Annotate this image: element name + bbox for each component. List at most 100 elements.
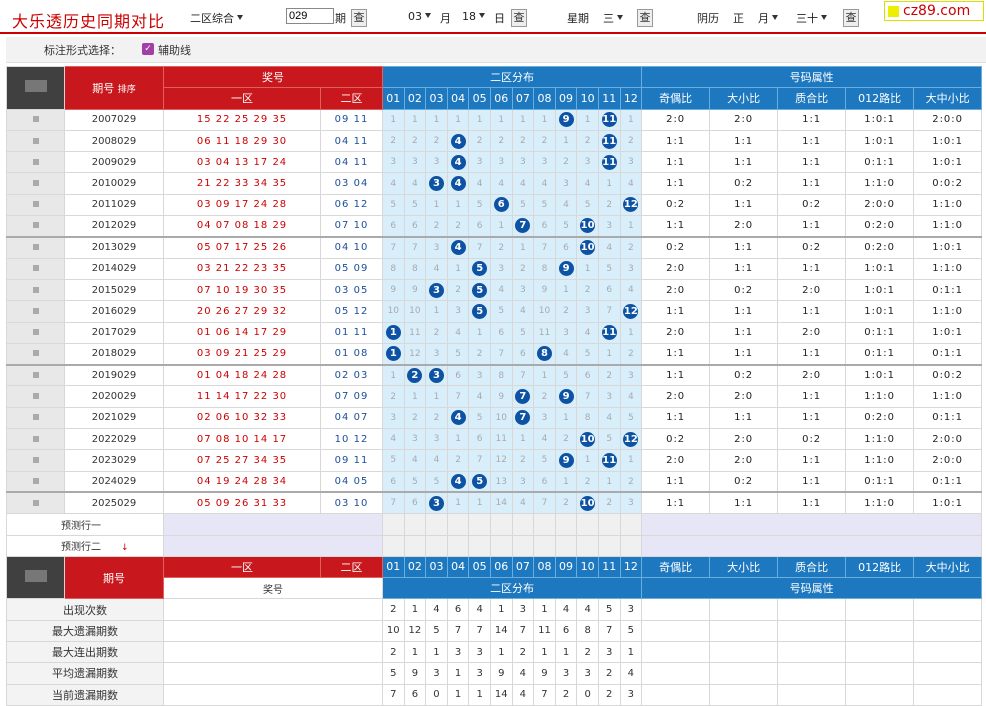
attr-header: 号码属性 [641,65,983,89]
zone-select[interactable]: 二区综合 [190,10,243,26]
issue-cell: 2024029 [64,470,164,493]
predict-dist-cell[interactable] [533,513,556,536]
attr-cell: 1:1 [641,342,711,366]
predict-dist-cell[interactable] [489,513,513,536]
predict-dist-cell[interactable] [597,534,621,557]
predict-dist-cell[interactable] [382,513,405,536]
arrow-down-icon[interactable]: ↓ [121,543,129,554]
predict-dist-cell[interactable] [511,513,535,536]
predict-dist-cell[interactable] [511,534,535,557]
issue-header[interactable]: 期号 排序 [64,66,164,110]
issue-cell: 2008029 [64,129,164,153]
dist-cell: 5 [468,470,491,493]
predict-dist-cell[interactable] [468,513,491,536]
dist-cell: 10 [576,491,599,515]
issue-input[interactable] [286,8,334,24]
dist-cell: 6 [468,215,491,238]
predict-dist-cell[interactable] [446,534,470,557]
query-button-week[interactable]: 查 [637,9,653,27]
dist-cell: 3 [554,321,578,344]
stat-label: 最大连出期数 [6,641,164,664]
dist-cell: 4 [468,385,491,408]
row-avatar [6,300,65,323]
dist-cell: 11 [597,151,621,174]
predict-row[interactable]: 预测行二 ↓ [6,534,983,557]
sort-toggle[interactable]: 排序 [117,84,136,95]
query-button-issue[interactable]: 查 [351,9,367,27]
stat-value: 3 [597,641,621,664]
footer-num-col-header: 04 [446,555,470,579]
stat-attr-empty [913,598,983,621]
hit-ball: 9 [558,112,574,128]
avatar-icon [32,222,39,229]
table-row: 2024029 04 19 24 28 34 04 05 6 5 5 4 5 13 3 6 1 2 1 2 1… [6,470,983,493]
hit-ball: 7 [515,410,531,426]
predict-dist-cell[interactable] [554,534,578,557]
predict-prize-cell[interactable] [163,513,383,536]
predict-row[interactable]: 预测行一 [6,513,983,536]
hit-ball: 6 [493,197,509,213]
predict-dist-cell[interactable] [446,513,470,536]
dist-cell: 1 [576,108,599,131]
row-avatar [6,363,65,387]
query-button-date[interactable]: 查 [511,9,527,27]
predict-dist-cell[interactable] [403,534,427,557]
dist-cell: 3 [619,491,643,515]
dist-cell: 10 [382,300,405,323]
stat-empty [163,683,383,706]
aux-line-checkbox[interactable]: ✓ [142,43,154,55]
predict-prize-cell[interactable] [163,534,383,557]
predict-dist-cell[interactable] [576,513,599,536]
attr-cell: 1:1 [709,151,779,174]
stat-empty [163,619,383,643]
attr-cell: 2:0 [777,363,847,387]
predict-dist-cell[interactable] [619,534,643,557]
dist-cell: 8 [382,257,405,280]
zone1-numbers: 05 09 26 31 33 [163,491,321,515]
attr-cell: 0:2 [641,235,711,259]
week-select[interactable]: 三 [603,10,623,26]
predict-dist-cell[interactable] [597,513,621,536]
dist-cell: 12 [619,300,643,323]
dist-cell: 9 [554,108,578,131]
predict-dist-cell[interactable] [533,534,556,557]
predict-dist-cell[interactable] [554,513,578,536]
corner-avatar [6,66,65,110]
dist-cell: 2 [554,428,578,451]
predict-dist-cell[interactable] [619,513,643,536]
attr-cell: 0:1:1 [845,342,915,366]
dist-cell: 1 [382,108,405,131]
attr-cell: 0:1:1 [913,406,983,430]
dist-cell: 3 [403,151,427,174]
predict-dist-cell[interactable] [468,534,491,557]
lunar-day-select[interactable]: 三十 [796,10,827,26]
query-button-lunar[interactable]: 查 [843,9,859,27]
dist-cell: 2 [403,129,427,153]
predict-dist-cell[interactable] [382,534,405,557]
dist-cell: 3 [619,151,643,174]
dist-cell: 3 [425,342,448,366]
day-select[interactable]: 18 [462,10,485,23]
predict-dist-cell[interactable] [489,534,513,557]
predict-label[interactable]: 预测行二 ↓ [6,534,164,557]
dist-cell: 4 [533,428,556,451]
attr-cell: 1:1 [709,406,779,430]
attr-cell: 1:0:1 [845,278,915,302]
hit-ball: 5 [472,303,488,319]
lunar-month-select[interactable]: 月 [758,10,778,26]
attr-col-header: 大中小比 [913,87,983,110]
num-col-header: 05 [468,87,491,110]
predict-dist-cell[interactable] [403,513,427,536]
predict-dist-cell[interactable] [425,534,448,557]
predict-dist-cell[interactable] [576,534,599,557]
month-select[interactable]: 03 [408,10,431,23]
table-row: 2009029 03 04 13 17 24 04 11 3 3 3 4 3 3 3 3 2 3 11 3 1… [6,151,983,174]
stat-value: 10 [382,619,405,643]
predict-dist-cell[interactable] [425,513,448,536]
stat-value: 7 [533,683,556,706]
issue-cell: 2025029 [64,491,164,515]
aux-line-label: 辅助线 [158,44,191,57]
dist-cell: 6 [489,193,513,217]
predict-label[interactable]: 预测行一 [6,513,164,536]
attr-cell: 1:0:1 [845,129,915,153]
